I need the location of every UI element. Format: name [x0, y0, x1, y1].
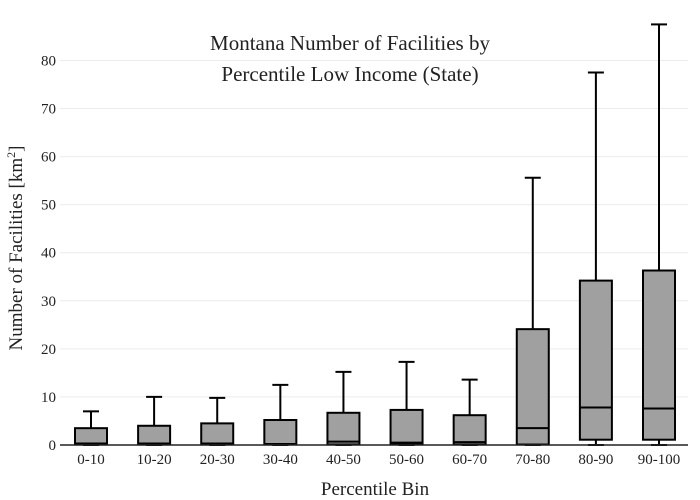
box-20-30 [200, 396, 235, 446]
x-tick-label: 30-40 [263, 452, 298, 468]
y-axis-title-superscript: 2 [4, 152, 18, 158]
x-tick-label: 70-80 [515, 452, 550, 468]
box-90-100 [642, 23, 676, 446]
iqr-box [137, 424, 172, 446]
box-50-60 [389, 360, 424, 446]
x-tick-label: 90-100 [638, 452, 681, 468]
box-70-80 [515, 176, 550, 446]
iqr-box [642, 269, 676, 441]
box-80-90 [578, 71, 613, 446]
x-tick-label: 80-90 [578, 452, 613, 468]
box-0-10 [74, 410, 108, 446]
iqr-box [515, 328, 550, 446]
iqr-box [326, 411, 361, 446]
y-tick-labels: 0 10 20 30 40 50 60 70 80 [41, 53, 56, 454]
y-axis-title-end: ] [6, 146, 27, 152]
y-tick-label: 50 [41, 198, 56, 214]
y-tick-label: 0 [49, 438, 57, 454]
iqr-box [389, 408, 424, 446]
box-series [74, 23, 676, 446]
iqr-box [578, 279, 613, 441]
y-tick-label: 70 [41, 102, 56, 118]
iqr-box [452, 414, 487, 446]
x-axis-title: Percentile Bin [321, 479, 430, 500]
y-tick-label: 60 [41, 150, 56, 166]
y-axis-title-main: Number of Facilities [km [6, 158, 27, 351]
y-tick-label: 30 [41, 294, 56, 310]
x-tick-label: 0-10 [77, 452, 105, 468]
box-60-70 [452, 378, 487, 446]
x-tick-label: 20-30 [200, 452, 235, 468]
y-tick-label: 40 [41, 246, 56, 262]
y-axis-title: Number of Facilities [km2] [4, 146, 27, 351]
y-tick-label: 10 [41, 390, 56, 406]
x-tick-label: 60-70 [452, 452, 487, 468]
gridlines [60, 59, 688, 398]
chart-title-line-1: Montana Number of Facilities by [210, 31, 490, 55]
x-tick-label: 40-50 [326, 452, 361, 468]
chart-title-line-2: Percentile Low Income (State) [221, 62, 478, 86]
box-10-20 [137, 395, 172, 446]
iqr-box [74, 427, 108, 446]
x-tick-label: 10-20 [137, 452, 172, 468]
x-tick-label: 50-60 [389, 452, 424, 468]
y-tick-label: 20 [41, 342, 56, 358]
iqr-box [200, 422, 235, 446]
y-tick-label: 80 [41, 53, 56, 69]
x-tick-labels: 0-10 10-20 20-30 30-40 40-50 50-60 60-70 70-80 8… [77, 452, 680, 468]
box-40-50 [326, 370, 361, 446]
iqr-box [263, 419, 298, 446]
box-30-40 [263, 383, 298, 446]
